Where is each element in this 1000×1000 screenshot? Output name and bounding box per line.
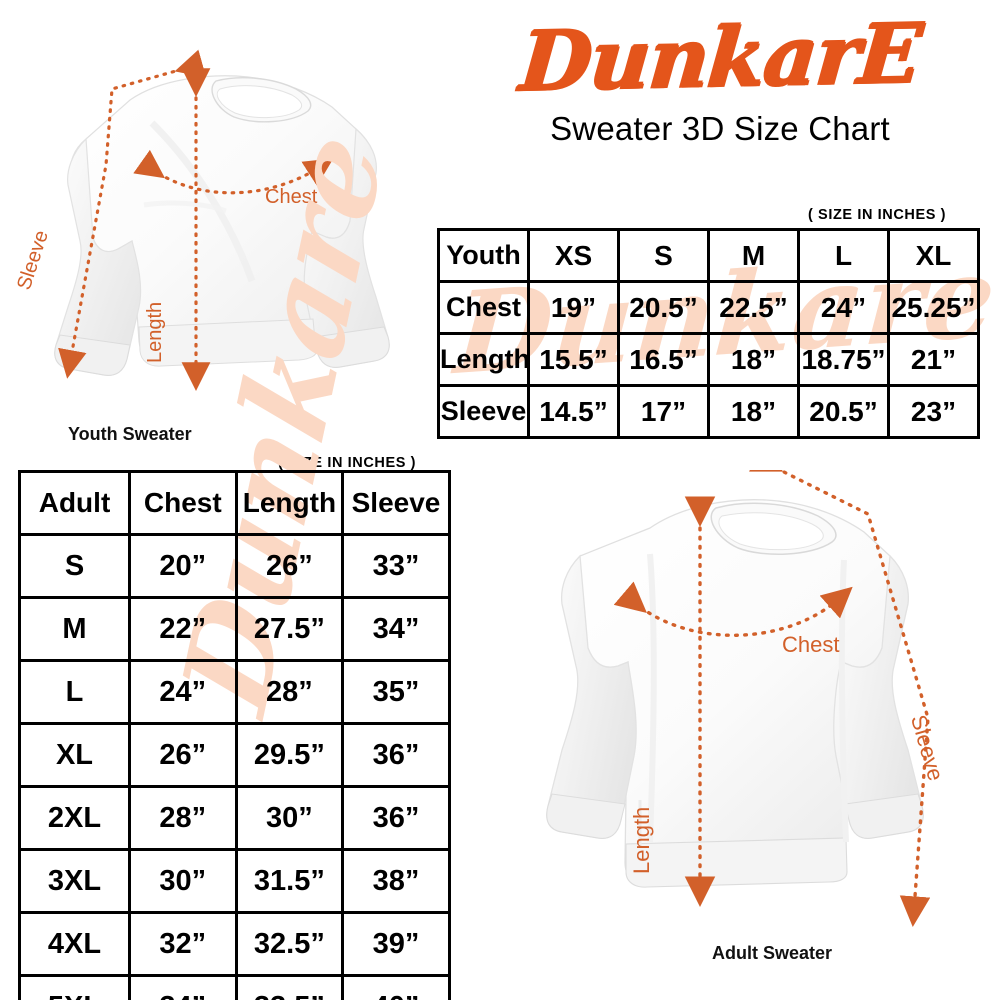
table-cell: 20.5” (617, 280, 710, 335)
table-cell: 35” (341, 659, 451, 725)
table-cell: 29.5” (234, 722, 345, 788)
table-cell: 15.5” (527, 332, 620, 387)
adult-sweater-illustration (500, 470, 970, 940)
table-cell: 32” (128, 911, 238, 977)
youth-measurement-arrows (58, 49, 334, 391)
youth-row-label-chest: Chest (437, 280, 530, 335)
table-cell: 21” (887, 332, 980, 387)
adult-size-unit-note: ( SIZE IN INCHES ) (278, 455, 417, 471)
page-title: Sweater 3D Size Chart (550, 110, 890, 148)
table-cell: 24” (797, 280, 890, 335)
table-cell: 33.5” (234, 974, 345, 1000)
adult-sweater-caption: Adult Sweater (712, 943, 833, 963)
table-cell: 14.5” (527, 384, 620, 439)
youth-col-xl: XL (887, 228, 980, 283)
table-cell: 22.5” (707, 280, 800, 335)
table-row: Sleeve 14.5” 17” 18” 20.5” 23” (437, 384, 980, 439)
youth-col-l: L (797, 228, 890, 283)
table-cell: 36” (341, 785, 451, 851)
adult-chest-label: Chest (782, 632, 840, 657)
table-cell: 26” (234, 533, 345, 599)
adult-chest-arrow (613, 581, 853, 637)
table-row: 5XL 34” 33.5” 40” (18, 974, 451, 1000)
table-row: M 22” 27.5” 34” (18, 596, 451, 662)
youth-col-xs: XS (527, 228, 620, 283)
table-row: 2XL 28” 30” 36” (18, 785, 451, 851)
table-cell: 33” (341, 533, 451, 599)
table-cell: 34” (341, 596, 451, 662)
youth-col-s: S (617, 228, 710, 283)
table-cell: 30” (234, 785, 345, 851)
adult-size-table: Adult Chest Length Sleeve S 20” 26” 33” … (18, 470, 451, 1000)
table-row: Length 15.5” 16.5” 18” 18.75” 21” (437, 332, 980, 387)
adult-size-cell: M (18, 596, 131, 662)
table-row: XL 26” 29.5” 36” (18, 722, 451, 788)
table-cell: 40” (341, 974, 451, 1000)
adult-col-size: Adult (18, 470, 131, 536)
adult-measurement-arrows (613, 470, 931, 927)
youth-col-m: M (707, 228, 800, 283)
adult-size-cell: 4XL (18, 911, 131, 977)
table-cell: 20.5” (797, 384, 890, 439)
brand-logo: DunkarE (516, 5, 924, 111)
table-cell: 25.25” (887, 280, 980, 335)
adult-size-cell: 3XL (18, 848, 131, 914)
table-cell: 38” (341, 848, 451, 914)
adult-size-cell: XL (18, 722, 131, 788)
table-cell: 23” (887, 384, 980, 439)
table-cell: 31.5” (234, 848, 345, 914)
youth-size-table: Youth XS S M L XL Chest 19” 20.5” 22.5” … (437, 228, 980, 439)
table-row: S 20” 26” 33” (18, 533, 451, 599)
youth-sweater-caption: Youth Sweater (68, 424, 192, 444)
table-row: Youth XS S M L XL (437, 228, 980, 283)
table-cell: 26” (128, 722, 238, 788)
table-cell: 18” (707, 332, 800, 387)
adult-size-cell: L (18, 659, 131, 725)
table-cell: 18.75” (797, 332, 890, 387)
youth-chest-label: Chest (265, 186, 318, 208)
youth-sleeve-arrow (58, 49, 207, 379)
adult-size-cell: 2XL (18, 785, 131, 851)
table-row: 4XL 32” 32.5” 39” (18, 911, 451, 977)
table-cell: 34” (128, 974, 238, 1000)
adult-size-cell: S (18, 533, 131, 599)
table-cell: 20” (128, 533, 238, 599)
table-cell: 19” (527, 280, 620, 335)
table-cell: 27.5” (234, 596, 345, 662)
youth-row-label-sleeve: Sleeve (437, 384, 530, 439)
table-row: Chest 19” 20.5” 22.5” 24” 25.25” (437, 280, 980, 335)
table-header-row: Adult Chest Length Sleeve (18, 470, 451, 536)
table-cell: 17” (617, 384, 710, 439)
youth-sweater-illustration (20, 45, 420, 420)
adult-col-length: Length (234, 470, 345, 536)
youth-corner-label: Youth (437, 228, 530, 283)
table-cell: 28” (234, 659, 345, 725)
adult-col-chest: Chest (128, 470, 238, 536)
table-cell: 22” (128, 596, 238, 662)
youth-length-label: Length (144, 301, 166, 363)
adult-sleeve-arrow (748, 470, 931, 927)
table-cell: 16.5” (617, 332, 710, 387)
table-row: L 24” 28” 35” (18, 659, 451, 725)
table-cell: 39” (341, 911, 451, 977)
table-row: 3XL 30” 31.5” 38” (18, 848, 451, 914)
adult-length-label: Length (629, 806, 654, 874)
brand-header: DunkarE Sweater 3D Size Chart (450, 6, 990, 148)
adult-size-cell: 5XL (18, 974, 131, 1000)
table-cell: 36” (341, 722, 451, 788)
table-cell: 32.5” (234, 911, 345, 977)
adult-col-sleeve: Sleeve (341, 470, 451, 536)
youth-row-label-length: Length (437, 332, 530, 387)
table-cell: 30” (128, 848, 238, 914)
table-cell: 28” (128, 785, 238, 851)
youth-chest-arrow (133, 149, 334, 195)
table-cell: 24” (128, 659, 238, 725)
table-cell: 18” (707, 384, 800, 439)
youth-size-unit-note: ( SIZE IN INCHES ) (808, 207, 947, 223)
